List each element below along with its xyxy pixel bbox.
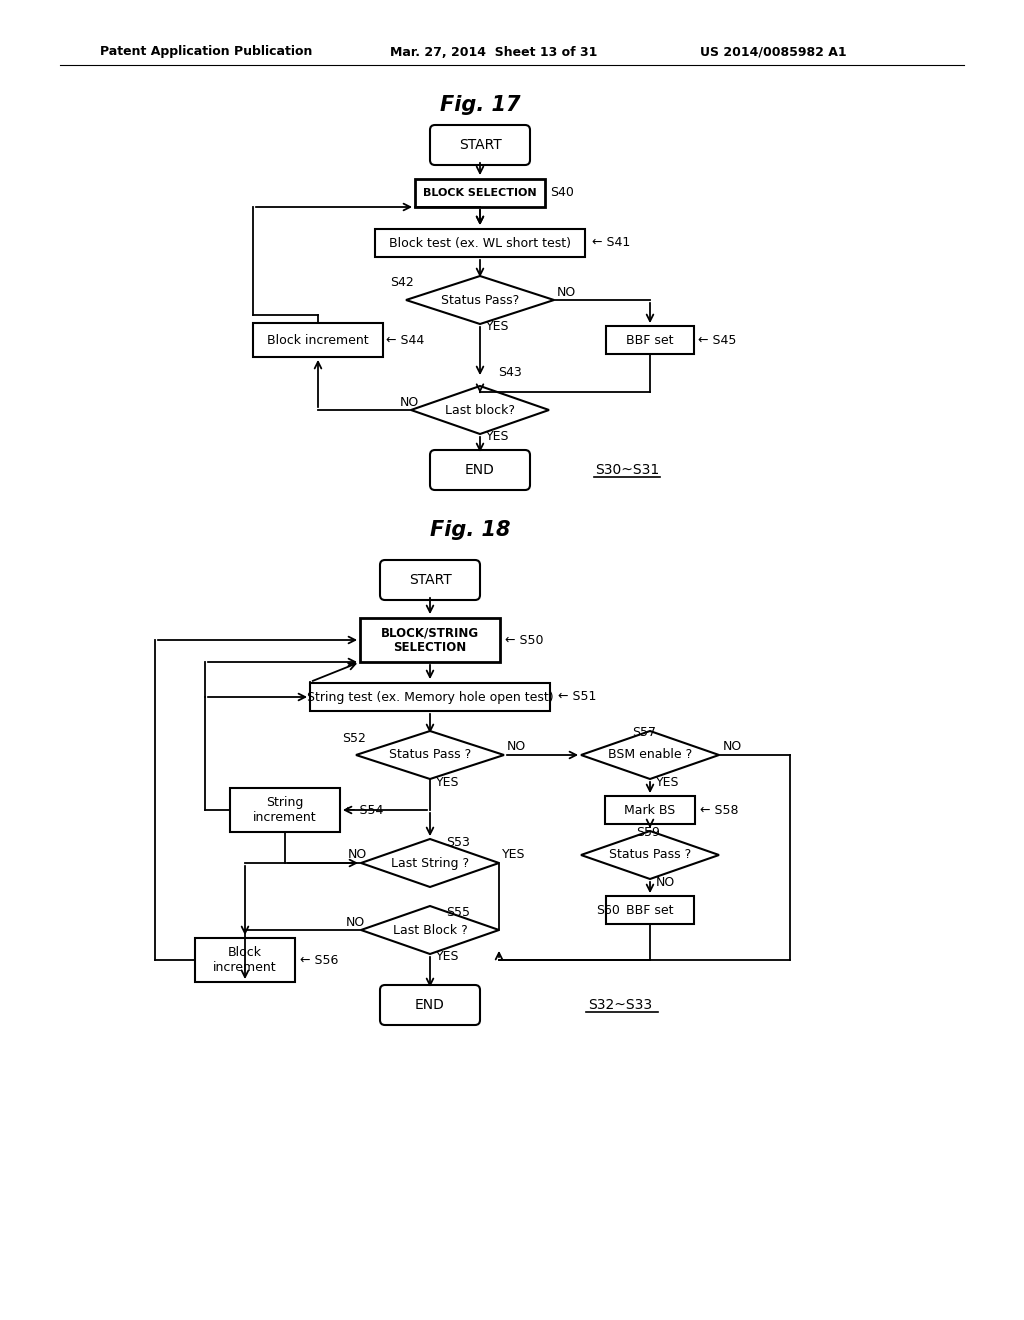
Bar bbox=[375, 228, 585, 257]
Text: NO: NO bbox=[557, 285, 577, 298]
Polygon shape bbox=[581, 832, 719, 879]
Text: ← S56: ← S56 bbox=[300, 953, 338, 966]
Text: String test (ex. Memory hole open test): String test (ex. Memory hole open test) bbox=[306, 690, 553, 704]
Text: S52: S52 bbox=[342, 731, 366, 744]
Text: NO: NO bbox=[400, 396, 419, 408]
Text: S42: S42 bbox=[390, 276, 414, 289]
Text: Fig. 18: Fig. 18 bbox=[430, 520, 510, 540]
Bar bbox=[360, 618, 500, 663]
Text: S60: S60 bbox=[596, 903, 620, 916]
Text: Mar. 27, 2014  Sheet 13 of 31: Mar. 27, 2014 Sheet 13 of 31 bbox=[390, 45, 597, 58]
Text: Last block?: Last block? bbox=[445, 404, 515, 417]
Bar bbox=[310, 682, 550, 711]
Text: S30~S31: S30~S31 bbox=[595, 463, 659, 477]
Bar bbox=[606, 326, 694, 354]
Text: ← S44: ← S44 bbox=[386, 334, 424, 346]
Text: NO: NO bbox=[723, 741, 742, 754]
Text: ← S54: ← S54 bbox=[345, 804, 383, 817]
FancyBboxPatch shape bbox=[430, 450, 530, 490]
Text: Last Block ?: Last Block ? bbox=[392, 924, 467, 936]
Text: Last String ?: Last String ? bbox=[391, 857, 469, 870]
Text: YES: YES bbox=[486, 321, 510, 334]
Text: YES: YES bbox=[502, 849, 525, 862]
Polygon shape bbox=[356, 731, 504, 779]
Polygon shape bbox=[581, 731, 719, 779]
Text: BSM enable ?: BSM enable ? bbox=[608, 748, 692, 762]
Text: BLOCK SELECTION: BLOCK SELECTION bbox=[423, 187, 537, 198]
Text: NO: NO bbox=[656, 875, 675, 888]
FancyBboxPatch shape bbox=[380, 985, 480, 1026]
Text: NO: NO bbox=[348, 849, 368, 862]
Text: S57: S57 bbox=[632, 726, 656, 738]
Text: END: END bbox=[465, 463, 495, 477]
Text: BLOCK/STRING
SELECTION: BLOCK/STRING SELECTION bbox=[381, 626, 479, 653]
Text: S43: S43 bbox=[498, 367, 522, 380]
Text: S53: S53 bbox=[446, 837, 470, 850]
FancyBboxPatch shape bbox=[430, 125, 530, 165]
Polygon shape bbox=[406, 276, 554, 323]
FancyBboxPatch shape bbox=[380, 560, 480, 601]
Text: YES: YES bbox=[486, 430, 510, 444]
Text: Patent Application Publication: Patent Application Publication bbox=[100, 45, 312, 58]
Bar bbox=[606, 896, 694, 924]
Text: NO: NO bbox=[507, 741, 526, 754]
Text: START: START bbox=[409, 573, 452, 587]
Text: Block
increment: Block increment bbox=[213, 946, 276, 974]
Text: S55: S55 bbox=[446, 906, 470, 919]
Text: YES: YES bbox=[656, 776, 680, 788]
Text: NO: NO bbox=[346, 916, 366, 928]
Text: YES: YES bbox=[436, 950, 460, 964]
Text: Fig. 17: Fig. 17 bbox=[439, 95, 520, 115]
Text: US 2014/0085982 A1: US 2014/0085982 A1 bbox=[700, 45, 847, 58]
Polygon shape bbox=[411, 385, 549, 434]
Text: ← S58: ← S58 bbox=[700, 804, 738, 817]
Text: S40: S40 bbox=[550, 186, 573, 199]
Text: Block increment: Block increment bbox=[267, 334, 369, 346]
Text: S59: S59 bbox=[636, 825, 659, 838]
Bar bbox=[605, 796, 695, 824]
Text: Mark BS: Mark BS bbox=[625, 804, 676, 817]
Text: END: END bbox=[415, 998, 445, 1012]
Text: ← S41: ← S41 bbox=[592, 236, 630, 249]
Text: START: START bbox=[459, 139, 502, 152]
Bar bbox=[230, 788, 340, 832]
Text: ← S45: ← S45 bbox=[698, 334, 736, 346]
Text: BBF set: BBF set bbox=[627, 334, 674, 346]
Text: Block test (ex. WL short test): Block test (ex. WL short test) bbox=[389, 236, 571, 249]
Text: Status Pass?: Status Pass? bbox=[441, 293, 519, 306]
Text: Status Pass ?: Status Pass ? bbox=[609, 849, 691, 862]
Bar bbox=[195, 939, 295, 982]
Polygon shape bbox=[361, 840, 499, 887]
Text: S32~S33: S32~S33 bbox=[588, 998, 652, 1012]
Bar bbox=[253, 323, 383, 356]
Text: YES: YES bbox=[436, 776, 460, 788]
Text: BBF set: BBF set bbox=[627, 903, 674, 916]
Polygon shape bbox=[361, 906, 499, 954]
Text: ← S51: ← S51 bbox=[558, 690, 596, 704]
Text: String
increment: String increment bbox=[253, 796, 316, 824]
Text: Status Pass ?: Status Pass ? bbox=[389, 748, 471, 762]
Text: ← S50: ← S50 bbox=[505, 634, 544, 647]
Bar bbox=[415, 180, 545, 207]
